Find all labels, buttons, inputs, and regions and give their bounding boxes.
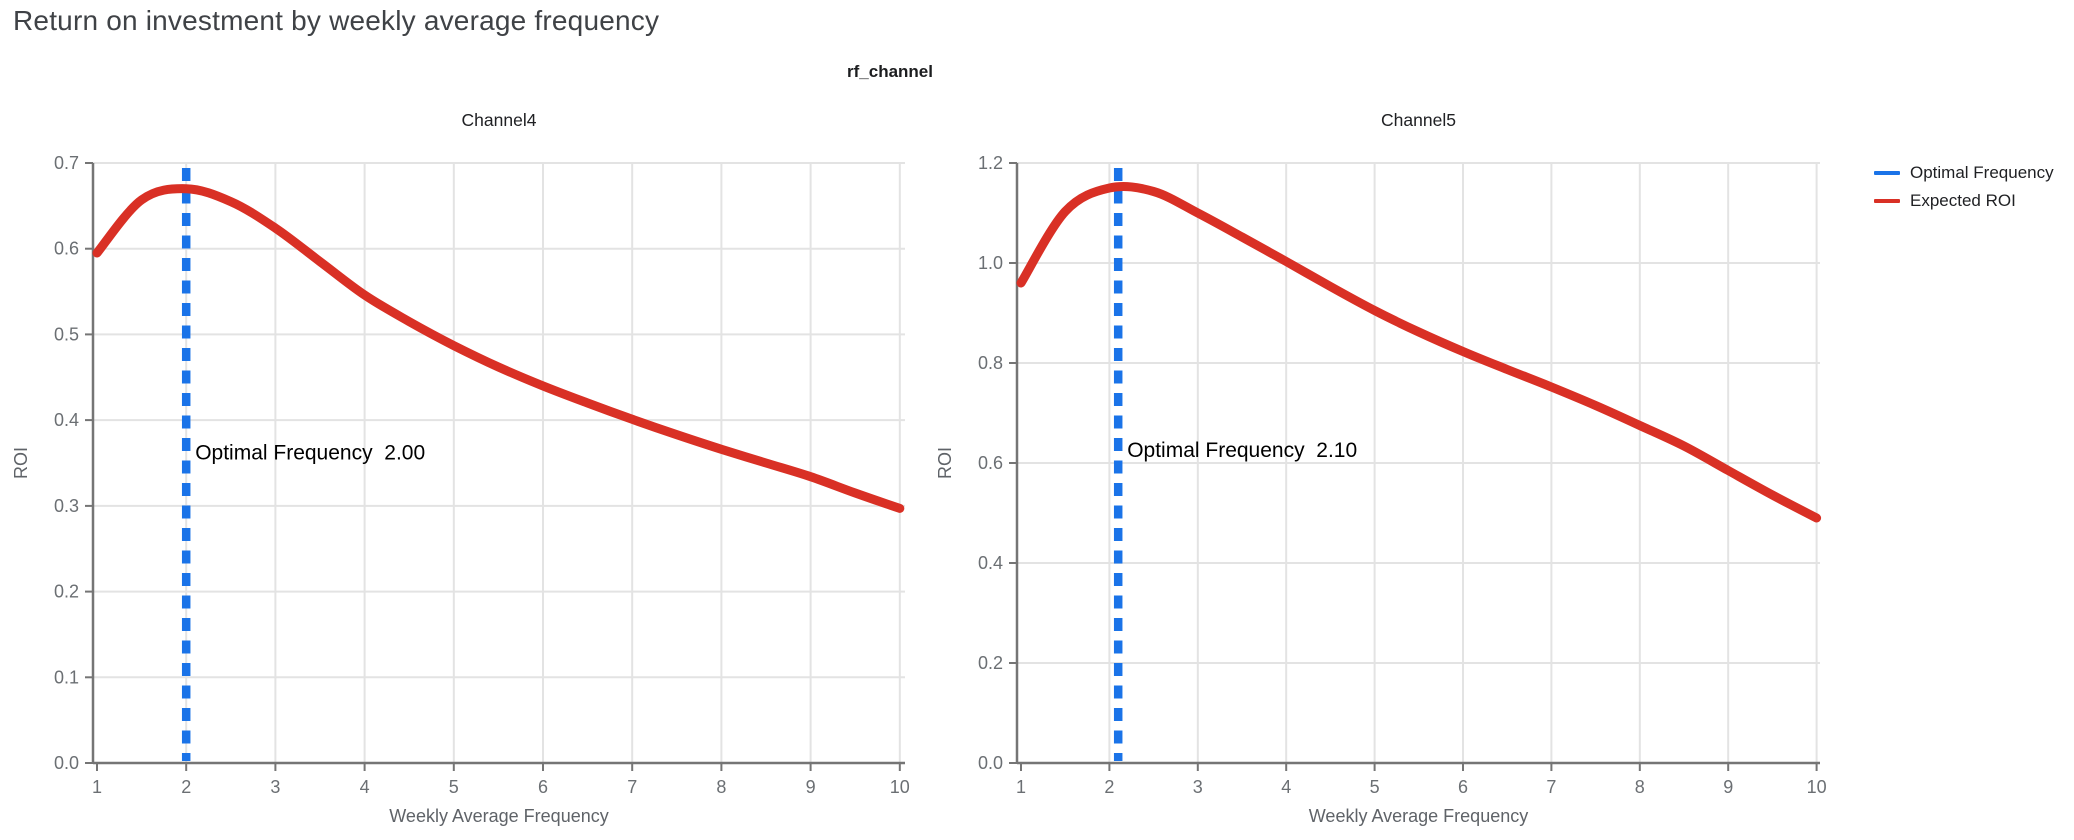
legend-label: Expected ROI	[1910, 191, 2016, 210]
y-tick-label: 0.6	[54, 239, 79, 259]
x-tick-labels: 1 2 3 4 5 6 7 8 9 10	[92, 777, 910, 797]
gridlines	[1017, 162, 1820, 763]
y-tick-label: 0.2	[54, 582, 79, 602]
x-tick-label: 6	[538, 777, 548, 797]
x-tick-label: 1	[1016, 777, 1026, 797]
legend-item-expected-roi: Expected ROI	[1874, 187, 2054, 215]
x-tick-label: 8	[1635, 777, 1645, 797]
y-tick-label: 0.7	[54, 153, 79, 173]
x-tick-label: 2	[181, 777, 191, 797]
y-tick-label: 0.0	[54, 753, 79, 773]
x-tick-label: 8	[716, 777, 726, 797]
page-title: Return on investment by weekly average f…	[13, 5, 660, 36]
y-tick-label: 0.1	[54, 667, 79, 687]
x-tick-labels: 1 2 3 4 5 6 7 8 9 10	[1016, 777, 1827, 797]
legend: Optimal Frequency Expected ROI	[1874, 159, 2054, 215]
x-tick-label: 10	[890, 777, 910, 797]
y-tick-label: 0.0	[978, 753, 1003, 773]
optimal-frequency-swatch	[1874, 171, 1900, 175]
x-tick-label: 9	[806, 777, 816, 797]
y-tick-label: 0.6	[978, 453, 1003, 473]
x-tick-label: 3	[1193, 777, 1203, 797]
x-tick-label: 3	[270, 777, 280, 797]
expected-roi-curve	[92, 184, 905, 513]
y-tick-labels: 0.0 0.2 0.4 0.6 0.8 1.0 1.2	[978, 153, 1003, 773]
y-tick-label: 0.2	[978, 653, 1003, 673]
x-axis-title: Weekly Average Frequency	[389, 806, 608, 826]
channel4-chart: 1 2 3 4 5 6 7 8 9 10 0.0 0.1 0.2 0.3 0.4 0.5 0.6 0.7 Weekl…	[11, 110, 910, 826]
facet-strip-title: rf_channel	[847, 62, 933, 81]
optimal-frequency-annotation: Optimal Frequency 2.00	[195, 442, 425, 465]
x-tick-label: 5	[1370, 777, 1380, 797]
x-tick-label: 9	[1723, 777, 1733, 797]
y-tick-labels: 0.0 0.1 0.2 0.3 0.4 0.5 0.6 0.7	[54, 153, 79, 773]
legend-label: Optimal Frequency	[1910, 163, 2054, 182]
y-axis-title: ROI	[935, 447, 955, 479]
x-tick-label: 7	[1546, 777, 1556, 797]
y-axis-title: ROI	[11, 447, 31, 479]
y-tick-label: 0.4	[54, 410, 79, 430]
y-tick-label: 1.0	[978, 253, 1003, 273]
y-tick-label: 0.3	[54, 496, 79, 516]
channel5-chart: 1 2 3 4 5 6 7 8 9 10 0.0 0.2 0.4 0.6 0.8 1.0 1.2 Weekly A…	[935, 110, 1827, 826]
expected-roi-swatch	[1874, 199, 1900, 203]
y-tick-label: 1.2	[978, 153, 1003, 173]
x-tick-label: 4	[1281, 777, 1291, 797]
x-tick-label: 4	[360, 777, 370, 797]
y-tick-label: 0.8	[978, 353, 1003, 373]
y-tick-label: 0.4	[978, 553, 1003, 573]
x-tick-label: 10	[1807, 777, 1827, 797]
y-tick-label: 0.5	[54, 324, 79, 344]
x-tick-label: 1	[92, 777, 102, 797]
x-tick-label: 5	[449, 777, 459, 797]
chart-title: Channel5	[1381, 110, 1456, 130]
optimal-frequency-annotation: Optimal Frequency 2.10	[1127, 439, 1357, 462]
expected-roi-curve	[1016, 182, 1822, 523]
x-tick-label: 2	[1104, 777, 1114, 797]
x-tick-label: 7	[627, 777, 637, 797]
axis-ticks	[85, 162, 901, 771]
x-tick-label: 6	[1458, 777, 1468, 797]
x-axis-title: Weekly Average Frequency	[1309, 806, 1528, 826]
axis-ticks	[1009, 162, 1818, 771]
legend-item-optimal-frequency: Optimal Frequency	[1874, 159, 2054, 187]
gridlines	[93, 162, 905, 763]
chart-title: Channel4	[462, 110, 537, 130]
